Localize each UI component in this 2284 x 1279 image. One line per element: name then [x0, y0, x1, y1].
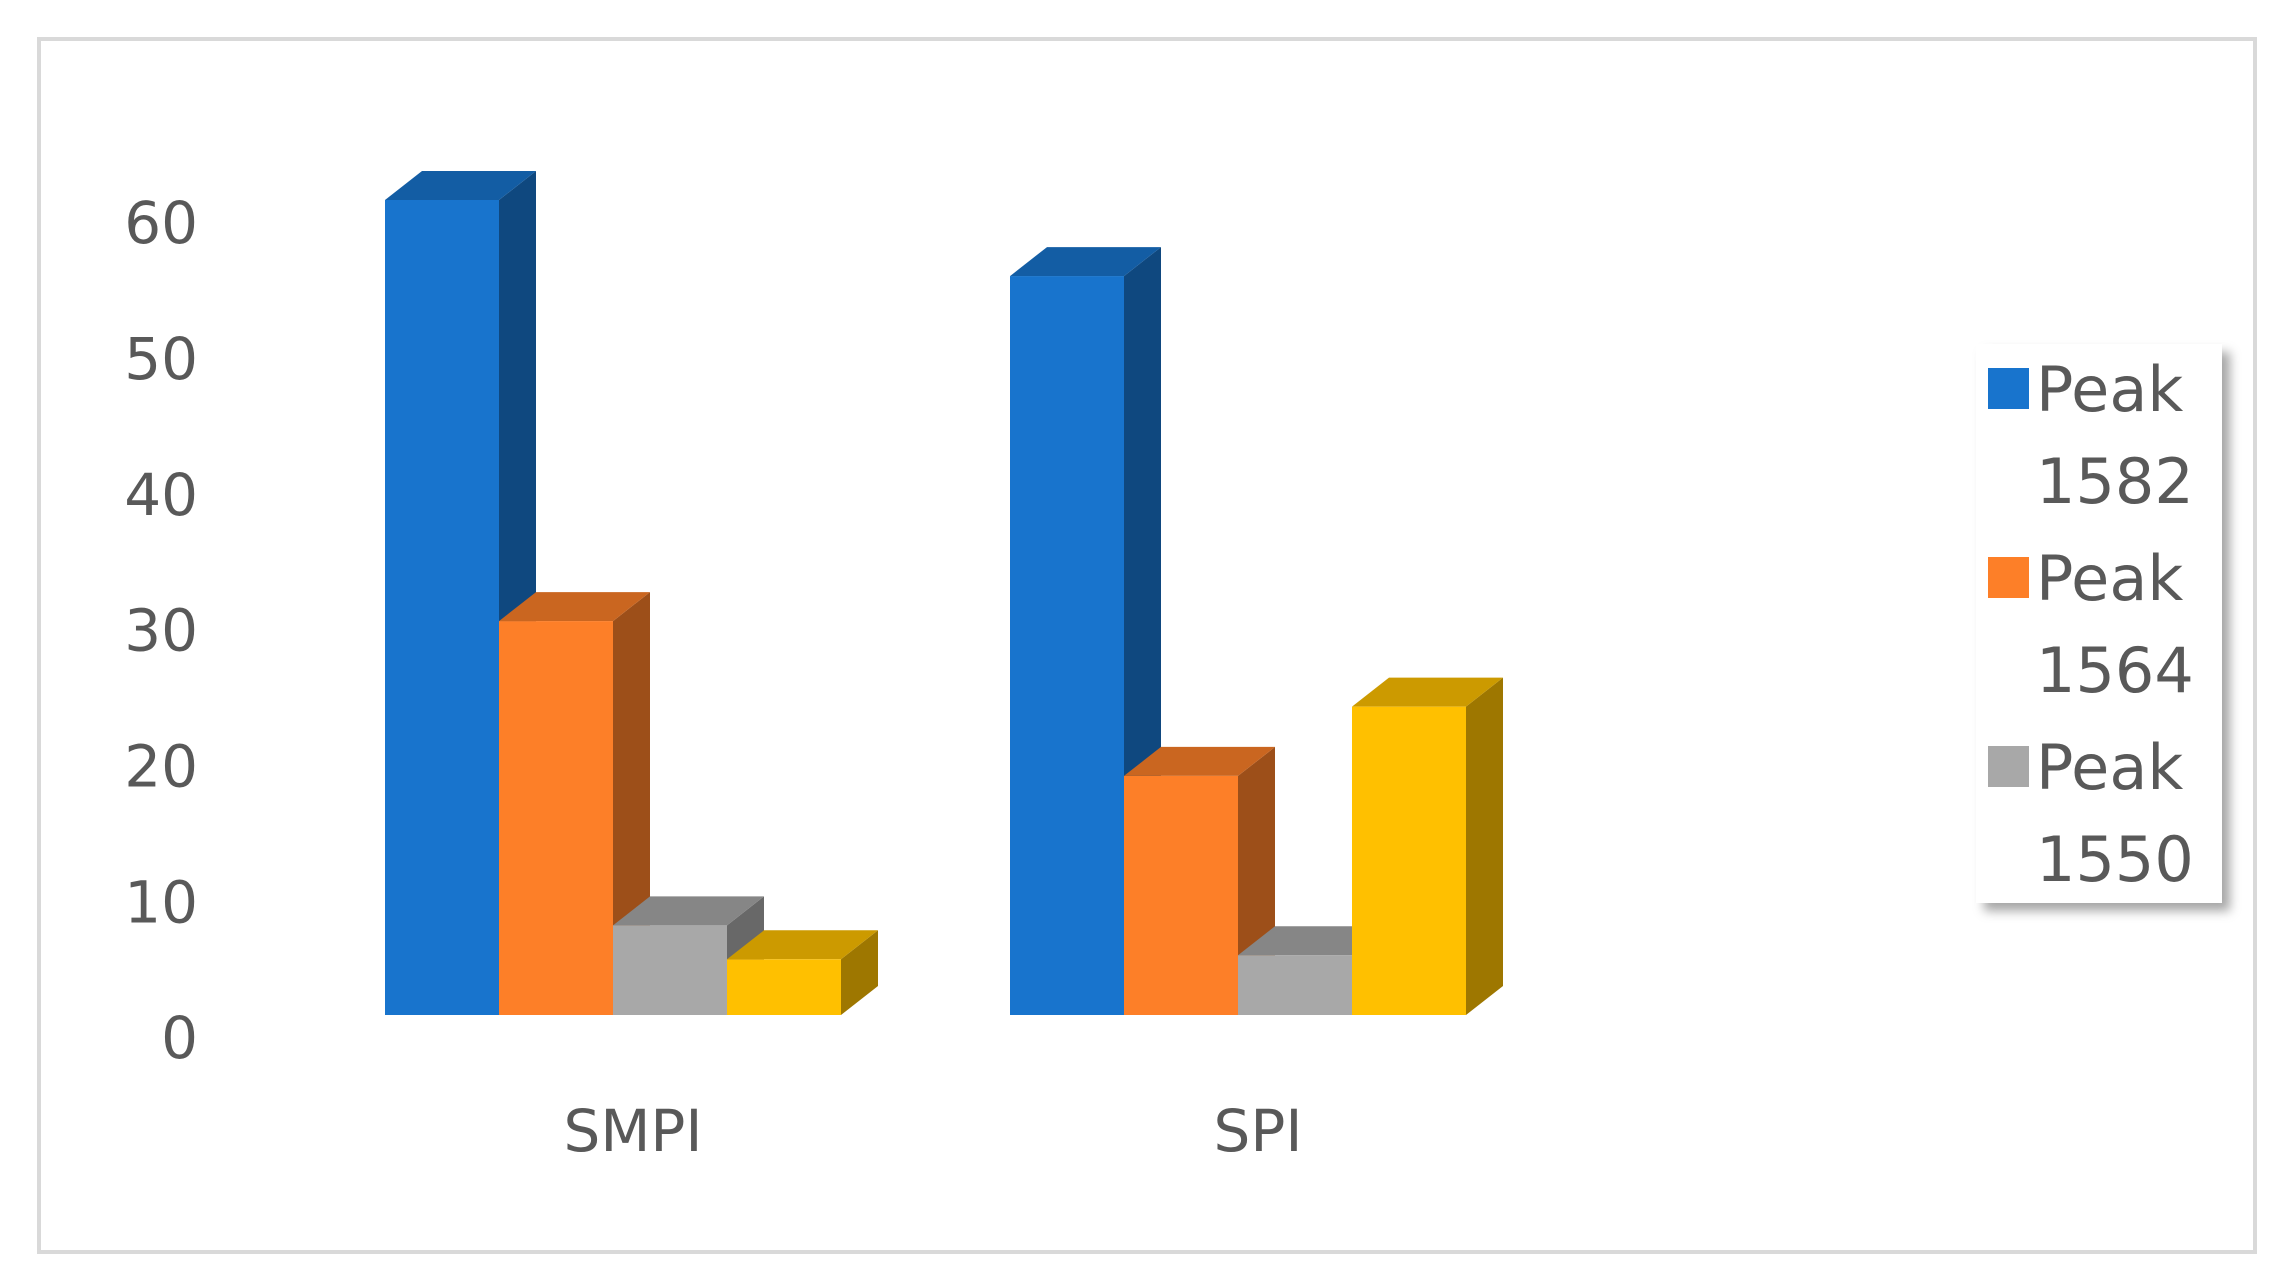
legend-item: Peak 1564 [1976, 533, 2222, 722]
bar [1010, 276, 1124, 1016]
legend-label: Peak 1582 [2036, 353, 2194, 518]
bar-top [1124, 746, 1275, 776]
y-tick-label: 40 [124, 461, 198, 529]
bar [727, 959, 841, 1015]
legend-swatch [1988, 557, 2029, 598]
bar-top [1010, 247, 1161, 277]
legend-label: Peak 1550 [2036, 731, 2194, 896]
x-tick-label: SPI [1214, 1097, 1303, 1165]
bar-top [727, 930, 878, 960]
bar [613, 925, 727, 1015]
bar [385, 200, 499, 1015]
bar [1352, 706, 1466, 1015]
bar-top [385, 171, 536, 200]
chart-frame [37, 37, 2257, 1254]
y-tick-label: 60 [124, 189, 198, 257]
y-tick-label: 20 [124, 732, 198, 800]
legend-item: Peak 1550 [1976, 722, 2222, 911]
legend-swatch [1988, 746, 2029, 787]
legend-swatch [1988, 368, 2029, 409]
legend-label: Peak 1564 [2036, 542, 2194, 707]
bar-top [613, 896, 764, 926]
y-tick-label: 30 [124, 597, 198, 665]
legend: Peak 1582 Peak 1564 Peak 1550 [1976, 344, 2222, 903]
y-tick-label: 0 [161, 1004, 198, 1072]
bar-top [499, 592, 650, 622]
y-tick-label: 10 [124, 868, 198, 936]
bar [1124, 775, 1238, 1015]
legend-item: Peak 1582 [1976, 344, 2222, 533]
bar-top [1352, 677, 1503, 707]
bar-side [841, 930, 878, 1015]
bar-side [1466, 677, 1503, 1015]
bar [499, 621, 613, 1015]
y-tick-label: 50 [124, 325, 198, 393]
bar-top [1238, 926, 1389, 956]
x-tick-label: SMPI [564, 1097, 703, 1165]
bar [1238, 955, 1352, 1015]
